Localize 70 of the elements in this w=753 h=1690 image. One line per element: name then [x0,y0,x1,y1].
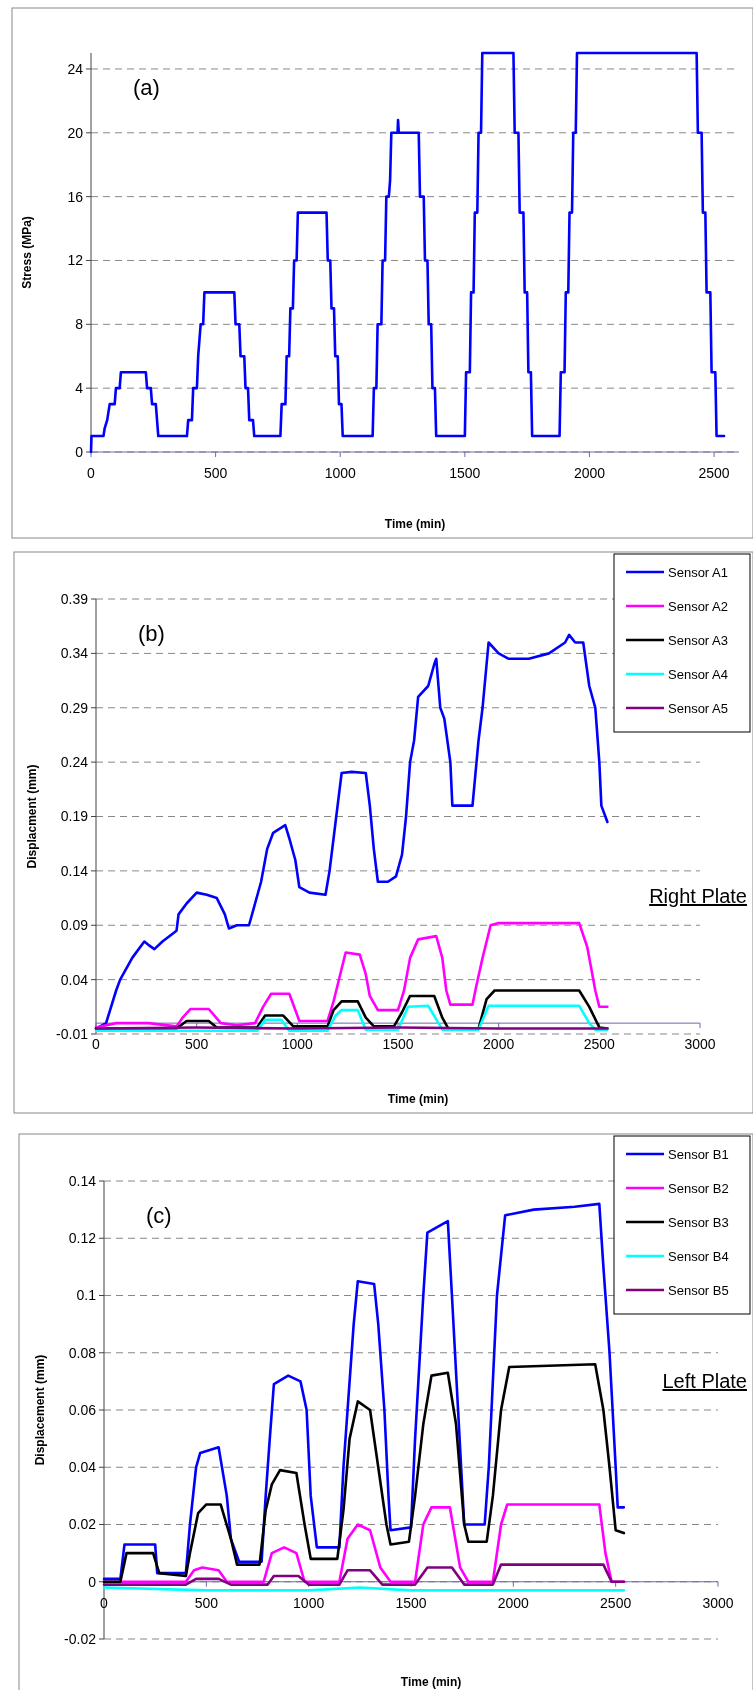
legend-label: Sensor A5 [668,700,728,716]
y-tick-label: 0.24 [60,754,89,771]
x-tick-label: 2500 [600,1594,632,1611]
y-tick-label: 0.06 [68,1401,97,1418]
x-tick-label: 500 [184,1036,209,1053]
y-tick-label: 12 [67,252,84,269]
x-tick-label: 2000 [497,1594,530,1611]
x-tick-label: 3000 [702,1594,734,1611]
x-tick-label: 2000 [573,465,606,481]
y-tick-label: 0.14 [60,862,89,879]
y-tick-label: 0.34 [60,645,89,662]
x-tick-label: 2500 [583,1036,616,1053]
annotation: Left Plate [662,1370,747,1392]
x-tick-label: 500 [203,465,228,481]
y-axis-title: Displacment (mm) [25,764,39,869]
line-series [94,1004,609,1033]
y-tick-label: 0 [75,443,84,460]
y-tick-label: 20 [67,124,84,141]
x-tick-label: 1000 [293,1594,325,1611]
annotation: (c) [146,1203,172,1228]
legend-label: Sensor B4 [668,1248,729,1264]
y-tick-label: 0.12 [68,1230,97,1247]
line-series [102,1563,626,1586]
x-axis-title: Time (min) [387,1092,449,1106]
y-tick-label: 0.39 [60,590,89,607]
x-tick-label: 500 [194,1594,219,1611]
y-tick-label: 0.29 [60,699,89,716]
y-axis-title: Displacement (mm) [33,1354,47,1466]
y-tick-label: 8 [75,316,84,333]
x-tick-label: 1500 [395,1594,427,1611]
legend-label: Sensor A1 [668,564,728,580]
x-tick-label: 1000 [324,465,357,481]
y-tick-label: 0.1 [76,1287,97,1304]
line-series [89,51,726,454]
x-axis-title: Time (min) [400,1675,462,1689]
y-tick-label: 0.02 [68,1516,97,1533]
y-tick-label: 0.09 [60,917,89,934]
y-tick-label: -0.01 [56,1025,89,1042]
legend-label: Sensor B2 [668,1180,729,1196]
y-tick-label: 0.19 [60,808,89,825]
x-axis-title: Time (min) [384,517,446,531]
x-tick-label: 0 [100,1594,109,1611]
annotation: (a) [133,75,160,100]
annotation: (b) [138,621,165,646]
x-tick-label: 1500 [382,1036,414,1053]
line-series [94,921,609,1029]
legend-label: Sensor A2 [668,598,728,614]
x-tick-label: 2500 [698,465,730,481]
line-series [102,1202,626,1581]
legend-label: Sensor A4 [668,666,728,682]
legend-label: Sensor B1 [668,1146,729,1162]
x-tick-label: 1500 [449,465,481,481]
y-tick-label: 0 [88,1573,97,1590]
legend-label: Sensor B5 [668,1282,729,1298]
x-tick-label: 2000 [483,1036,515,1053]
y-tick-label: 4 [75,380,84,397]
legend-label: Sensor A3 [668,632,728,648]
y-tick-label: 0.04 [68,1459,97,1476]
y-tick-label: 0.04 [60,971,89,988]
annotation: Right Plate [649,885,747,907]
line-series [102,1362,626,1584]
y-tick-label: 24 [67,60,84,77]
x-tick-label: 3000 [684,1036,716,1053]
y-tick-label: 0.14 [68,1172,97,1189]
y-tick-label: 0.08 [68,1344,97,1361]
y-tick-label: -0.02 [64,1630,97,1647]
y-tick-label: 16 [67,188,84,205]
y-axis-title: Stress (MPa) [20,216,34,289]
legend-label: Sensor B3 [668,1214,729,1230]
x-tick-label: 1000 [281,1036,314,1053]
